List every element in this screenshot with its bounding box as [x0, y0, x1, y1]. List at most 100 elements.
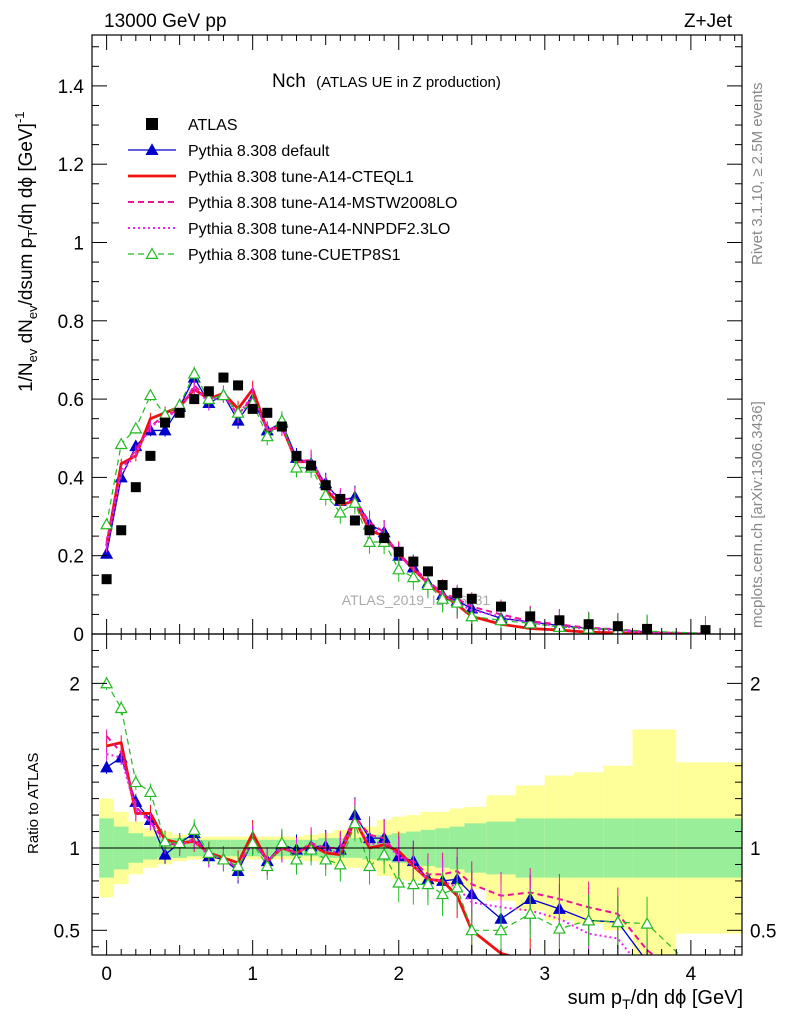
- legend-label: ATLAS: [188, 117, 238, 134]
- atlas-point: [364, 525, 375, 536]
- atlas-point: [276, 421, 287, 432]
- legend-label: Pythia 8.308 default: [188, 143, 330, 160]
- atlas-point: [218, 372, 229, 383]
- atlas-point: [262, 407, 273, 418]
- series-marker: [319, 852, 333, 865]
- atlas-point: [130, 482, 141, 493]
- ratio-panel-frame: [91, 633, 743, 956]
- series-marker: [392, 562, 406, 575]
- ratio-tick-label: 0.5: [54, 921, 80, 942]
- series-marker: [523, 616, 537, 629]
- series-marker: [231, 859, 245, 872]
- series-marker: [129, 421, 143, 434]
- y-axis-label-ratio: Ratio to ATLAS: [25, 753, 42, 854]
- atlas-point: [349, 515, 360, 526]
- series-marker: [216, 388, 230, 401]
- series-marker: [100, 676, 114, 689]
- atlas-point: [452, 587, 463, 598]
- series-marker: [173, 836, 187, 849]
- series-marker: [450, 595, 464, 608]
- atlas-point: [145, 450, 156, 461]
- atlas-point: [437, 580, 448, 591]
- series-marker: [377, 847, 391, 860]
- ratio-tick-label-right: 1: [750, 839, 761, 860]
- series-marker: [523, 907, 537, 919]
- series-marker: [406, 877, 420, 890]
- ratio-tick-label: 1: [69, 839, 80, 860]
- atlas-point: [174, 407, 185, 418]
- series-marker: [100, 760, 114, 773]
- legend-label: Pythia 8.308 tune-A14-CTEQL1: [188, 169, 414, 186]
- series-marker: [158, 423, 172, 436]
- atlas-point: [335, 493, 346, 504]
- process-label: Z+Jet: [684, 11, 733, 32]
- y-tick-label: 0: [73, 625, 84, 646]
- atlas-point: [422, 566, 433, 577]
- series-marker: [260, 429, 274, 442]
- atlas-point: [203, 386, 214, 397]
- series-marker: [143, 785, 157, 798]
- series-marker: [646, 954, 648, 955]
- atlas-point: [379, 533, 390, 544]
- atlas-point: [291, 450, 302, 461]
- x-tick-label: 3: [540, 964, 551, 985]
- atlas-point: [554, 615, 565, 626]
- series-marker: [421, 578, 435, 591]
- series-marker: [158, 847, 172, 860]
- series-marker: [246, 836, 260, 849]
- series-marker: [143, 388, 157, 401]
- y-axis-label-main: 1/Nev dNev/dsum pT/dη dϕ [GeV]-1: [12, 111, 40, 392]
- atlas-point: [525, 611, 536, 622]
- y-tick-label: 0.2: [58, 547, 84, 568]
- series-marker: [421, 877, 435, 890]
- ratio-tick-label-right: 2: [750, 674, 761, 695]
- main-series-group: [100, 366, 710, 634]
- mcplots-info: mcplots.cern.ch [arXiv:1306.3436]: [749, 401, 766, 628]
- series-marker: [494, 923, 508, 936]
- series-marker: [158, 834, 172, 847]
- y-tick-label: 1.4: [58, 77, 85, 98]
- series-marker: [319, 488, 333, 501]
- series-marker: [333, 857, 347, 870]
- series-marker: [611, 915, 625, 928]
- series-marker: [260, 859, 274, 872]
- x-axis-label: sum pT/dη dϕ [GeV]: [568, 987, 743, 1012]
- y-tick-label: 0.8: [58, 312, 84, 333]
- y-tick-label: 1.2: [58, 155, 84, 176]
- series-marker: [348, 816, 362, 829]
- atlas-point: [116, 525, 127, 536]
- series-marker: [363, 535, 377, 547]
- series-marker: [436, 592, 450, 604]
- series-marker: [494, 613, 508, 626]
- chart-title-main: Nch: [272, 71, 306, 92]
- atlas-point: [101, 574, 112, 585]
- series-marker: [202, 846, 216, 858]
- chart-title-sub: (ATLAS UE in Z production): [316, 74, 501, 91]
- y-tick-label: 0.6: [58, 390, 84, 411]
- series-marker: [114, 437, 128, 450]
- series-marker: [392, 875, 406, 888]
- atlas-point: [247, 403, 258, 414]
- ratio-series-line: [106, 753, 633, 955]
- series-marker: [187, 823, 201, 835]
- atlas-point: [320, 480, 331, 491]
- series-marker: [640, 916, 654, 929]
- series-marker: [700, 974, 711, 984]
- series-marker: [289, 460, 304, 473]
- atlas-point: [466, 593, 477, 604]
- atlas-point: [160, 417, 171, 428]
- x-tick-label: 2: [393, 964, 404, 985]
- series-marker: [465, 609, 479, 622]
- series-marker: [363, 859, 377, 872]
- series-marker: [406, 570, 420, 583]
- series-marker: [202, 392, 216, 405]
- series-marker: [145, 247, 159, 259]
- ratio-tick-label: 2: [69, 674, 80, 695]
- series-line: [105, 384, 706, 634]
- atlas-point: [583, 619, 594, 630]
- series-marker: [114, 701, 128, 714]
- series-marker: [552, 921, 566, 934]
- series-marker: [145, 143, 159, 155]
- atlas-point: [408, 556, 419, 567]
